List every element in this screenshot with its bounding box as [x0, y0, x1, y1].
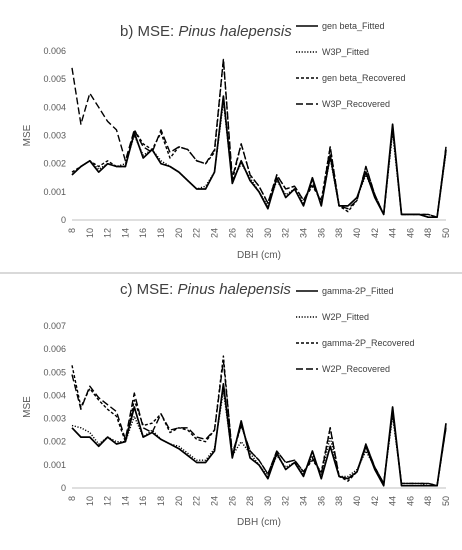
x-tick-label: 14	[120, 228, 130, 238]
x-tick-label: 38	[334, 496, 344, 506]
chart-title-species: Pinus halepensis	[178, 281, 292, 298]
legend-label-2: W3P_Fitted	[322, 47, 369, 57]
x-tick-label: 26	[227, 496, 237, 506]
y-tick-label: 0	[61, 215, 66, 225]
x-tick-label: 38	[334, 228, 344, 238]
x-tick-label: 24	[209, 228, 219, 238]
x-tick-label: 40	[352, 228, 362, 238]
y-tick-label: 0.003	[43, 414, 66, 424]
chart-title-species: Pinus halepensis	[178, 23, 292, 40]
chart-title: c) MSE: Pinus halepensis	[120, 281, 291, 298]
x-tick-label: 46	[405, 496, 415, 506]
y-tick-label: 0.002	[43, 159, 66, 169]
x-axis-label: DBH (cm)	[237, 517, 281, 528]
y-tick-label: 0.006	[43, 46, 66, 56]
x-tick-label: 16	[138, 496, 148, 506]
chart-b-svg: b) MSE: Pinus halepensis 0 0.001 0.002 0.003…	[22, 21, 451, 261]
legend-label-4: W3P_Recovered	[322, 99, 390, 109]
x-tick-label: 12	[103, 228, 113, 238]
x-tick-label: 48	[423, 496, 433, 506]
x-tick-label: 22	[192, 228, 202, 238]
x-tick-label: 18	[156, 496, 166, 506]
series-line-4	[71, 58, 447, 218]
y-tick-label: 0.006	[43, 344, 66, 354]
y-tick-label: 0.003	[43, 131, 66, 141]
x-tick-label: 16	[138, 228, 148, 238]
x-axis-label: DBH (cm)	[237, 250, 281, 261]
y-tick-label: 0.002	[43, 437, 66, 447]
x-tick-label: 34	[299, 496, 309, 506]
x-tick-label: 8	[67, 228, 77, 233]
x-tick-label: 30	[263, 496, 273, 506]
x-tick-label: 24	[209, 496, 219, 506]
y-tick-label: 0.001	[43, 187, 66, 197]
x-tick-label: 28	[245, 228, 255, 238]
x-tick-label: 12	[103, 496, 113, 506]
series-line-4	[71, 359, 447, 487]
panel-divider	[0, 272, 462, 274]
legend-label-2: W2P_Fitted	[322, 312, 369, 322]
x-tick-label: 34	[299, 228, 309, 238]
x-tick-label: 8	[67, 496, 77, 501]
x-tick-label: 32	[281, 228, 291, 238]
y-tick-label: 0.004	[43, 102, 66, 112]
y-axis-label: MSE	[22, 396, 33, 418]
series-line-2	[71, 390, 447, 487]
y-axis-label: MSE	[22, 124, 33, 146]
x-tick-label: 22	[192, 496, 202, 506]
legend-label-3: gen beta_Recovered	[322, 73, 406, 83]
x-tick-label: 48	[423, 228, 433, 238]
x-tick-label: 42	[370, 496, 380, 506]
y-tick-label: 0	[61, 483, 66, 493]
x-tick-label: 14	[120, 496, 130, 506]
x-tick-label: 50	[441, 496, 451, 506]
x-tick-label: 28	[245, 496, 255, 506]
x-tick-label: 44	[388, 496, 398, 506]
x-tick-label: 30	[263, 228, 273, 238]
chart-title-prefix: b) MSE:	[120, 23, 178, 40]
x-tick-label: 46	[405, 228, 415, 238]
x-tick-label: 50	[441, 228, 451, 238]
x-tick-label: 36	[316, 496, 326, 506]
chart-title: b) MSE: Pinus halepensis	[120, 23, 292, 40]
y-tick-label: 0.007	[43, 321, 66, 331]
x-tick-label: 10	[85, 496, 95, 506]
chart-panel-b: b) MSE: Pinus halepensis 0 0.001 0.002 0.003…	[0, 0, 462, 273]
x-tick-label: 32	[281, 496, 291, 506]
chart-panel-c: c) MSE: Pinus halepensis 0 0.001 0.002 0.003…	[0, 274, 462, 550]
legend-label-4: W2P_Recovered	[322, 364, 390, 374]
x-tick-label: 26	[227, 228, 237, 238]
x-tick-label: 20	[174, 496, 184, 506]
x-tick-label: 18	[156, 228, 166, 238]
x-tick-label: 44	[388, 228, 398, 238]
x-tick-label: 40	[352, 496, 362, 506]
y-tick-label: 0.005	[43, 367, 66, 377]
y-tick-label: 0.004	[43, 390, 66, 400]
x-tick-label: 10	[85, 228, 95, 238]
legend-label-1: gamma-2P_Fitted	[322, 286, 394, 296]
y-tick-label: 0.005	[43, 74, 66, 84]
x-tick-label: 42	[370, 228, 380, 238]
x-tick-label: 20	[174, 228, 184, 238]
x-tick-label: 36	[316, 228, 326, 238]
legend-label-3: gamma-2P_Recovered	[322, 338, 415, 348]
chart-title-prefix: c) MSE:	[120, 281, 178, 298]
legend-label-1: gen beta_Fitted	[322, 21, 385, 31]
y-tick-label: 0.001	[43, 460, 66, 470]
chart-c-svg: c) MSE: Pinus halepensis 0 0.001 0.002 0.003…	[22, 281, 451, 528]
